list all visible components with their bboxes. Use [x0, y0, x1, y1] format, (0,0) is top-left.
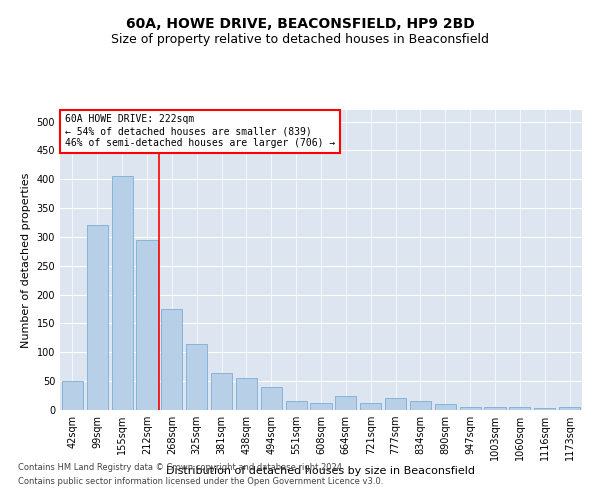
Bar	[385, 398, 406, 410]
Bar	[112, 176, 133, 410]
Bar	[559, 407, 580, 410]
X-axis label: Distribution of detached houses by size in Beaconsfield: Distribution of detached houses by size …	[167, 466, 476, 476]
Bar	[484, 407, 506, 410]
Bar	[335, 396, 356, 410]
Bar	[261, 387, 282, 410]
Bar	[460, 407, 481, 410]
Bar	[509, 407, 530, 410]
Bar	[410, 402, 431, 410]
Bar	[161, 309, 182, 410]
Bar	[136, 240, 158, 410]
Bar	[236, 378, 257, 410]
Text: Size of property relative to detached houses in Beaconsfield: Size of property relative to detached ho…	[111, 32, 489, 46]
Bar	[62, 381, 83, 410]
Bar	[186, 344, 207, 410]
Text: 60A, HOWE DRIVE, BEACONSFIELD, HP9 2BD: 60A, HOWE DRIVE, BEACONSFIELD, HP9 2BD	[125, 18, 475, 32]
Text: Contains public sector information licensed under the Open Government Licence v3: Contains public sector information licen…	[18, 477, 383, 486]
Bar	[211, 372, 232, 410]
Bar	[435, 404, 456, 410]
Bar	[310, 403, 332, 410]
Y-axis label: Number of detached properties: Number of detached properties	[21, 172, 31, 348]
Text: 60A HOWE DRIVE: 222sqm
← 54% of detached houses are smaller (839)
46% of semi-de: 60A HOWE DRIVE: 222sqm ← 54% of detached…	[65, 114, 335, 148]
Bar	[360, 403, 381, 410]
Bar	[87, 226, 108, 410]
Bar	[286, 402, 307, 410]
Bar	[534, 408, 555, 410]
Text: Contains HM Land Registry data © Crown copyright and database right 2024.: Contains HM Land Registry data © Crown c…	[18, 464, 344, 472]
